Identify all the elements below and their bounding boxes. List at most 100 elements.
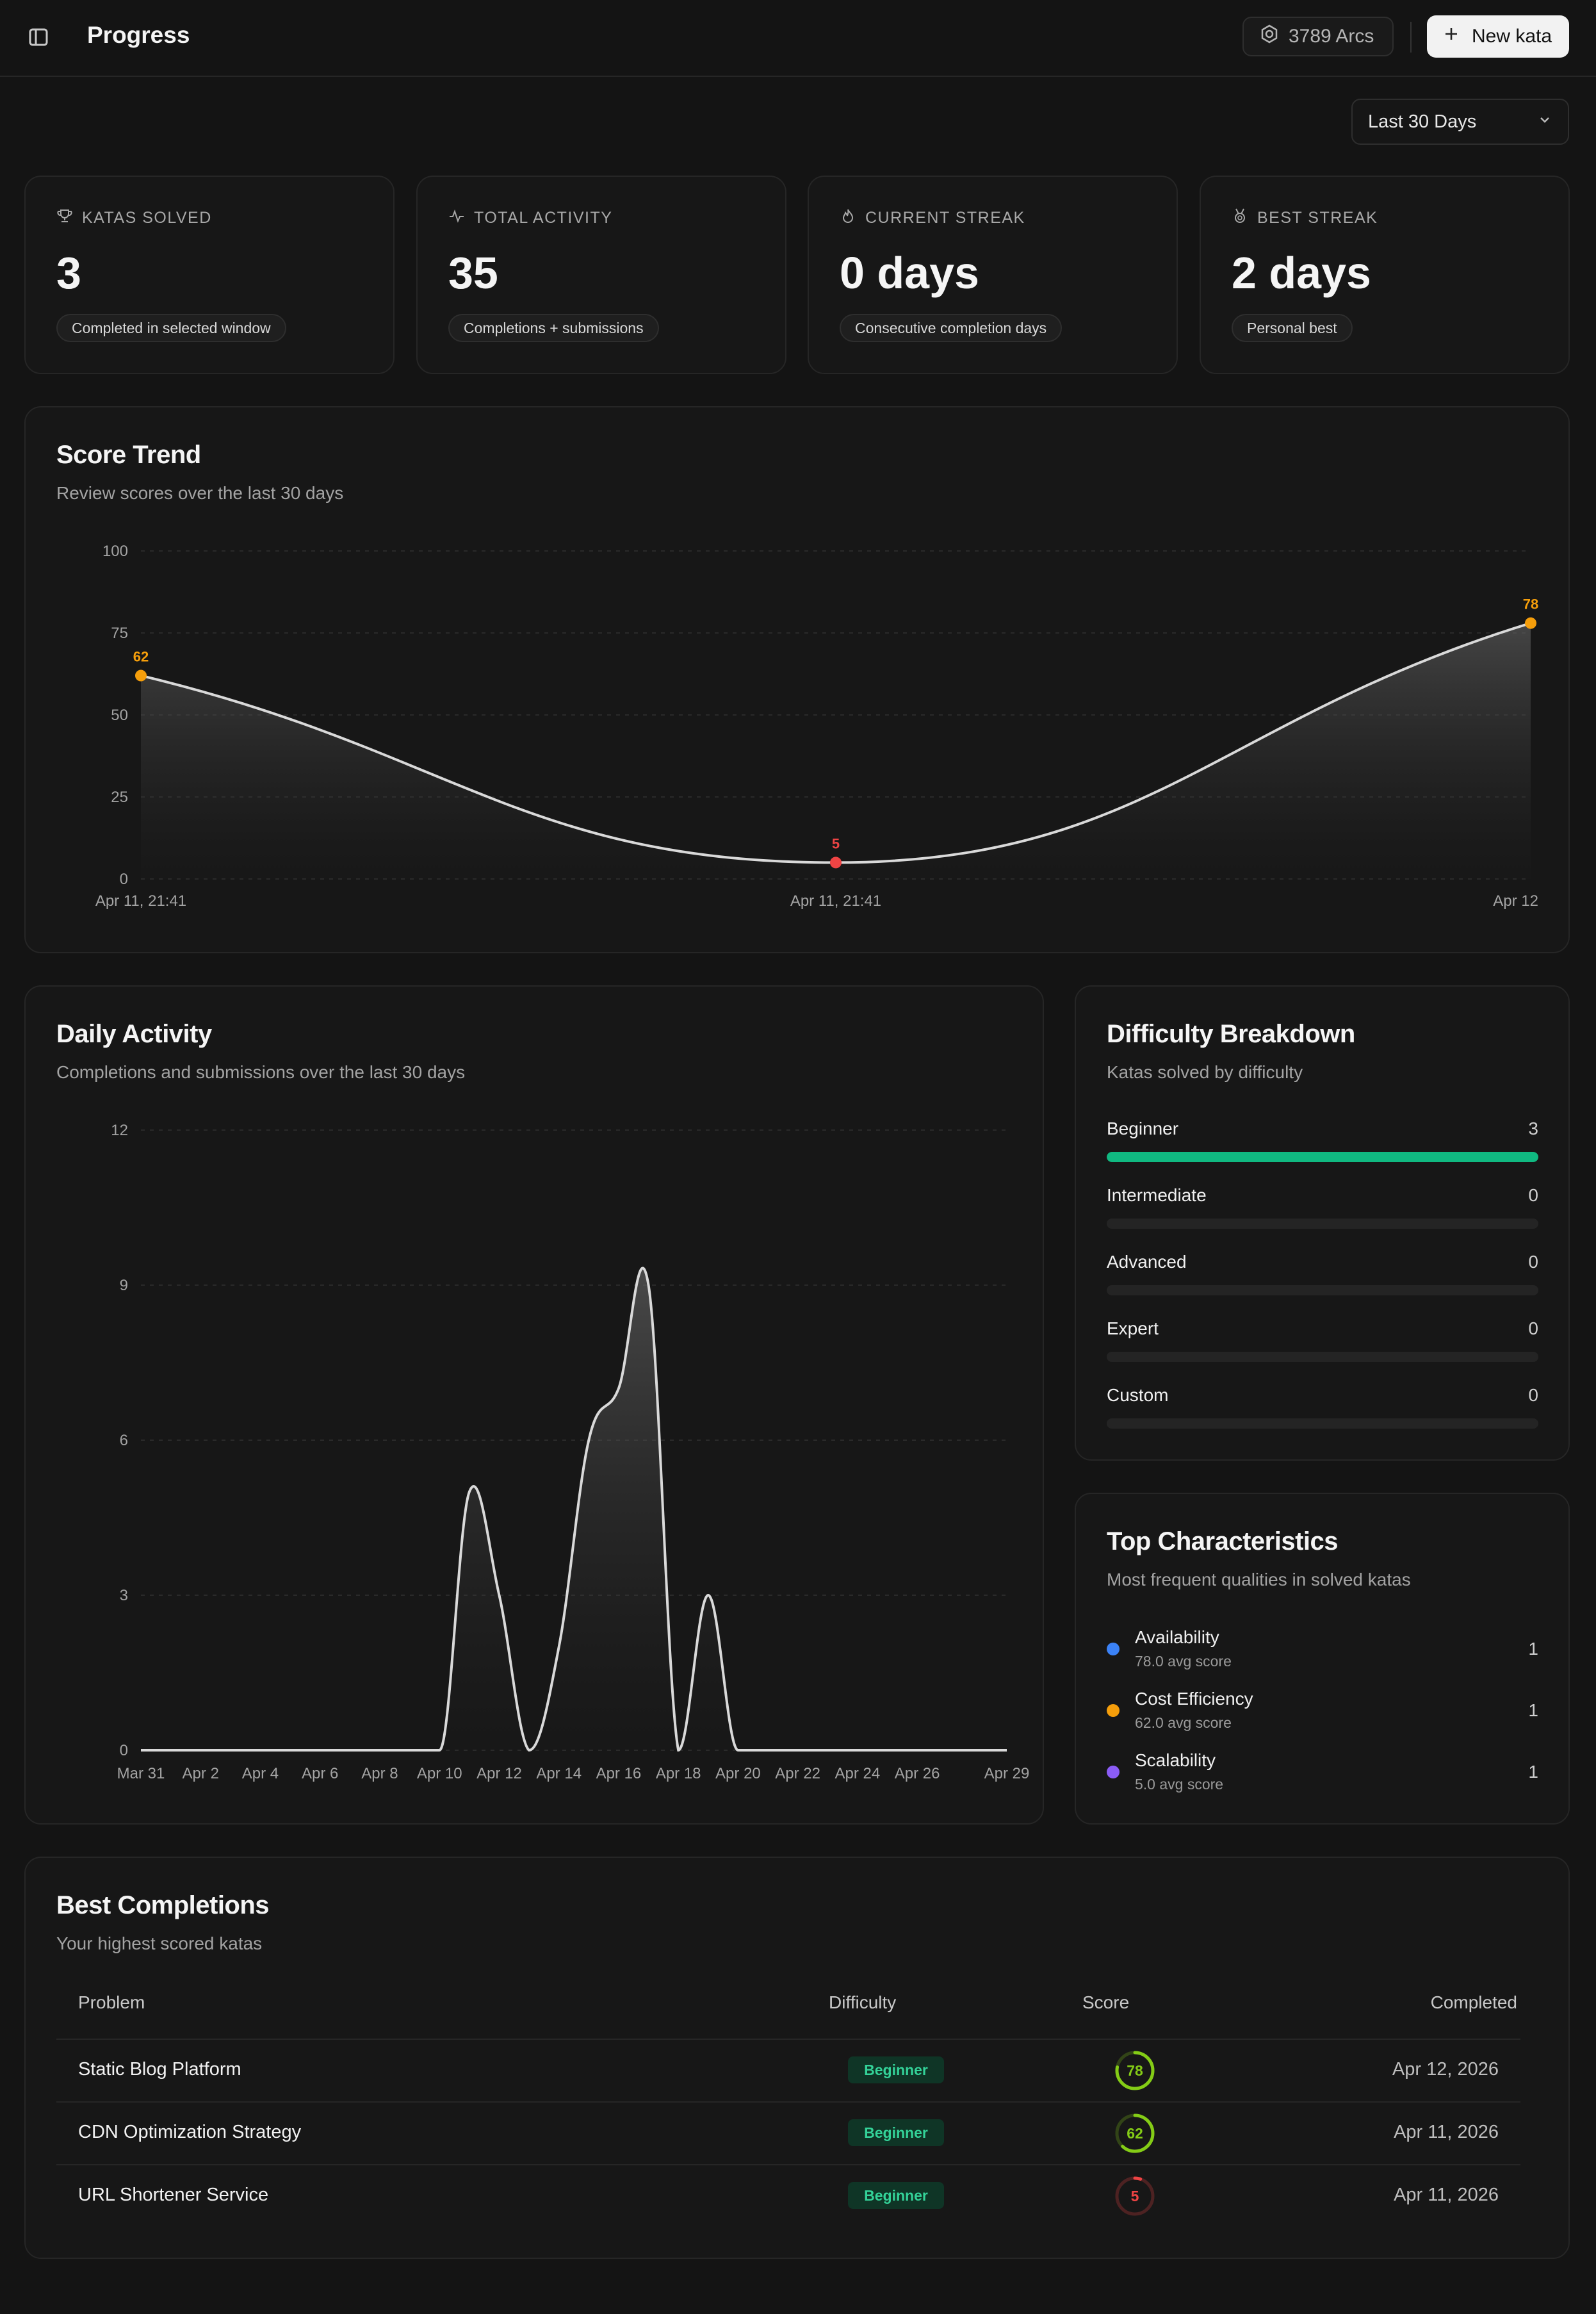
sidebar-toggle-icon[interactable]	[26, 24, 51, 50]
characteristic-name: Availability	[1135, 1627, 1219, 1647]
activity-point[interactable]	[968, 1741, 986, 1759]
characteristics-subtitle: Most frequent qualities in solved katas	[1107, 1570, 1411, 1589]
score-ring: 78	[1115, 2051, 1155, 2090]
medal-icon	[1232, 208, 1248, 229]
activity-point[interactable]	[251, 1741, 269, 1759]
difficulty-count: 0	[1528, 1252, 1538, 1272]
stat-value: 2 days	[1232, 248, 1371, 298]
activity-point[interactable]	[162, 1741, 180, 1759]
daily-activity-title: Daily Activity	[56, 1020, 212, 1048]
arcs-balance-chip[interactable]: 3789 Arcs	[1242, 17, 1394, 56]
activity-point[interactable]	[699, 1586, 717, 1604]
difficulty-badge: Beginner	[848, 2182, 944, 2209]
activity-point[interactable]	[550, 1638, 568, 1656]
activity-point[interactable]	[222, 1741, 240, 1759]
activity-point[interactable]	[818, 1741, 836, 1759]
daily-activity-chart: 0 3 6 9 12 Mar 31 Apr 2 Apr 4 Apr 6 Apr 8 Apr 10 Ap…	[111, 1122, 1029, 1782]
stat-note: Completions + submissions	[448, 314, 659, 342]
arcs-label: 3789 Arcs	[1289, 26, 1374, 47]
activity-point[interactable]	[430, 1741, 448, 1759]
x-tick-label: Apr 6	[302, 1765, 338, 1782]
activity-point[interactable]	[341, 1741, 359, 1759]
y-tick-label: 0	[120, 1742, 128, 1759]
activity-point[interactable]	[281, 1741, 299, 1759]
chevron-down-icon	[1537, 111, 1552, 133]
column-header-difficulty[interactable]: Difficulty	[829, 1992, 897, 2012]
activity-point[interactable]	[132, 1741, 150, 1759]
stat-label: TOTAL ACTIVITY	[474, 209, 613, 227]
activity-point[interactable]	[490, 1586, 508, 1604]
activity-point[interactable]	[610, 1379, 628, 1397]
completed-date: Apr 11, 2026	[1394, 2185, 1499, 2205]
difficulty-title: Difficulty Breakdown	[1107, 1020, 1355, 1048]
activity-point[interactable]	[191, 1741, 209, 1759]
activity-point[interactable]	[938, 1741, 956, 1759]
characteristics-title: Top Characteristics	[1107, 1527, 1339, 1555]
activity-point[interactable]	[789, 1741, 807, 1759]
table-row[interactable]: Static Blog Platform Beginner 78 Apr 12, 20…	[56, 2040, 1520, 2101]
score-point[interactable]	[830, 857, 842, 869]
activity-point[interactable]	[520, 1741, 538, 1759]
difficulty-progress-fill	[1107, 1152, 1538, 1162]
score-value: 62	[1127, 2125, 1143, 2142]
stat-note: Consecutive completion days	[840, 314, 1063, 342]
table-row[interactable]: URL Shortener Service Beginner 5 Apr 11, 20…	[56, 2165, 1520, 2227]
difficulty-label: Advanced	[1107, 1252, 1187, 1272]
plus-icon	[1442, 25, 1460, 48]
activity-point[interactable]	[908, 1741, 926, 1759]
activity-point[interactable]	[759, 1741, 777, 1759]
stat-label: BEST STREAK	[1257, 209, 1378, 227]
activity-point[interactable]	[311, 1741, 329, 1759]
difficulty-subtitle: Katas solved by difficulty	[1107, 1062, 1303, 1082]
stat-value: 0 days	[840, 248, 979, 298]
x-tick-label: Apr 10	[417, 1765, 462, 1782]
activity-point[interactable]	[729, 1741, 747, 1759]
characteristic-row: Availability 78.0 avg score 1	[1107, 1627, 1538, 1678]
activity-point[interactable]	[460, 1483, 478, 1501]
characteristic-dot	[1107, 1766, 1120, 1778]
table-row[interactable]: CDN Optimization Strategy Beginner 62 Apr 1…	[56, 2103, 1520, 2164]
activity-point[interactable]	[640, 1276, 658, 1294]
difficulty-label: Intermediate	[1107, 1185, 1207, 1205]
y-tick-label: 12	[111, 1122, 128, 1139]
completed-date: Apr 11, 2026	[1394, 2122, 1499, 2142]
activity-point[interactable]	[998, 1741, 1016, 1759]
characteristic-name: Cost Efficiency	[1135, 1689, 1253, 1709]
score-data-label: 5	[832, 835, 840, 851]
top-characteristics-card: Top Characteristics Most frequent qualit…	[1075, 1493, 1570, 1825]
x-tick-label: Apr 11, 21:41	[790, 892, 881, 910]
problem-name: Static Blog Platform	[78, 2059, 241, 2080]
characteristic-row: Cost Efficiency 62.0 avg score 1	[1107, 1689, 1538, 1740]
difficulty-row-intermediate: Intermediate 0	[1107, 1185, 1538, 1236]
x-tick-label: Apr 14	[536, 1765, 582, 1782]
x-tick-label: Apr 8	[361, 1765, 398, 1782]
activity-point[interactable]	[371, 1741, 389, 1759]
score-trend-card: Score Trend Review scores over the last …	[24, 406, 1570, 953]
difficulty-progress-track	[1107, 1219, 1538, 1229]
characteristic-dot	[1107, 1704, 1120, 1717]
characteristic-count: 1	[1528, 1639, 1538, 1659]
activity-point[interactable]	[580, 1431, 598, 1449]
y-tick-label: 75	[111, 625, 128, 642]
activity-point[interactable]	[879, 1741, 897, 1759]
activity-point[interactable]	[669, 1741, 687, 1759]
score-data-label: 62	[133, 649, 149, 665]
new-kata-button[interactable]: New kata	[1427, 15, 1569, 58]
column-header-score[interactable]: Score	[1082, 1992, 1130, 2012]
stat-value: 35	[448, 248, 498, 298]
score-point[interactable]	[135, 669, 147, 682]
score-trend-chart: 0 25 50 75 100 62 Apr 11, 21:41 5 Apr 11, 21:41 7…	[95, 543, 1538, 910]
characteristic-row: Scalability 5.0 avg score 1	[1107, 1750, 1538, 1801]
y-tick-label: 25	[111, 789, 128, 806]
column-header-completed[interactable]: Completed	[1430, 1992, 1517, 2012]
date-range-select[interactable]: Last 30 Days	[1351, 99, 1569, 145]
difficulty-badge: Beginner	[848, 2056, 944, 2083]
score-point[interactable]	[1525, 617, 1536, 629]
activity-point[interactable]	[401, 1741, 419, 1759]
characteristic-avg-score: 5.0 avg score	[1135, 1776, 1224, 1793]
difficulty-label: Beginner	[1107, 1119, 1179, 1138]
column-header-problem[interactable]: Problem	[78, 1992, 145, 2012]
activity-point[interactable]	[849, 1741, 867, 1759]
y-tick-label: 9	[120, 1277, 128, 1294]
x-tick-label: Apr 11, 21:41	[95, 892, 186, 910]
